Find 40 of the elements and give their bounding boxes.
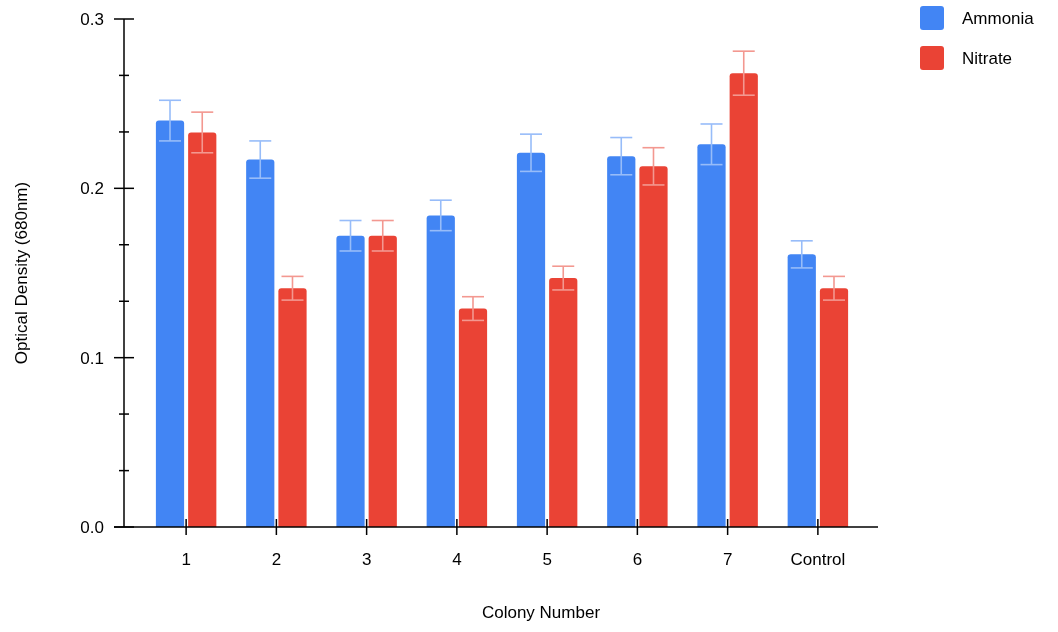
bar — [246, 159, 275, 527]
bar — [819, 288, 849, 527]
bar — [188, 132, 217, 527]
bar — [336, 235, 365, 527]
x-tick-label: 6 — [632, 550, 643, 569]
x-axis-tick: 3 — [361, 518, 372, 569]
x-axis-tick: 6 — [632, 518, 643, 569]
x-tick-label: 5 — [542, 550, 552, 569]
x-axis-tick: 2 — [271, 518, 282, 569]
legend-label: Ammonia — [962, 8, 1035, 28]
y-tick-label: 0.0 — [80, 517, 104, 537]
bar — [607, 156, 636, 527]
x-tick-label: Control — [790, 550, 846, 569]
bar — [426, 215, 455, 527]
bar — [278, 288, 307, 527]
y-axis-title: Optical Density (680nm) — [12, 181, 31, 365]
bar — [639, 166, 668, 527]
bar — [368, 235, 397, 527]
y-tick-label: 0.1 — [80, 348, 104, 368]
x-axis-tick: 7 — [722, 518, 733, 569]
x-tick-label: 7 — [722, 550, 733, 569]
bar — [458, 308, 488, 527]
bar — [549, 278, 578, 527]
x-axis-tick: 1 — [181, 518, 191, 569]
bar — [787, 254, 816, 527]
x-axis-tick: Control — [790, 518, 846, 569]
x-tick-label: 4 — [452, 550, 462, 569]
x-tick-label: 1 — [181, 550, 191, 569]
bar — [516, 152, 546, 527]
bar — [155, 120, 185, 527]
y-tick-label: 0.3 — [80, 9, 104, 29]
x-axis-tick: 4 — [452, 518, 462, 569]
y-tick-label: 0.2 — [80, 179, 104, 199]
x-tick-label: 2 — [271, 550, 282, 569]
x-axis-title: Colony Number — [481, 603, 601, 622]
bar — [697, 144, 726, 527]
x-axis-tick: 5 — [542, 518, 552, 569]
x-tick-label: 3 — [361, 550, 372, 569]
bar — [729, 73, 758, 527]
legend-label: Nitrate — [962, 48, 1013, 68]
